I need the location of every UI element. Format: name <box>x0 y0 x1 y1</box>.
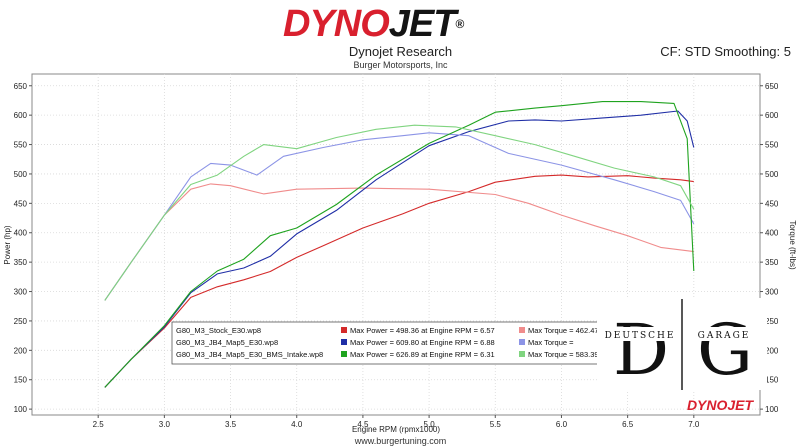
y-tick-label-right: 450 <box>765 199 779 208</box>
y-tick-label-right: 250 <box>765 317 779 326</box>
x-axis-label: Engine RPM (rpmx1000) <box>352 425 440 434</box>
legend-power-3: Max Power = 626.89 at Engine RPM = 6.31 <box>350 350 495 359</box>
sub-company-name: Burger Motorsports, Inc <box>353 60 448 70</box>
x-tick-label: 5.5 <box>490 420 502 429</box>
y-tick-label-left: 650 <box>14 82 28 91</box>
y-tick-label-left: 500 <box>14 170 28 179</box>
y-axis-left-label: Power (hp) <box>3 225 12 264</box>
series-group <box>104 101 695 388</box>
x-tick-label: 3.5 <box>225 420 237 429</box>
series-line-5 <box>104 101 695 388</box>
y-tick-label-left: 400 <box>14 229 28 238</box>
series-line-3 <box>104 110 695 388</box>
y-tick-label-right: 350 <box>765 258 779 267</box>
legend-swatch-torque-1 <box>519 327 525 333</box>
y-tick-label-left: 350 <box>14 258 28 267</box>
series-line-6 <box>104 124 695 301</box>
correction-factor-text: CF: STD Smoothing: 5 <box>660 44 791 59</box>
company-name: Dynojet Research <box>348 44 453 59</box>
legend-swatch-torque-2 <box>519 339 525 345</box>
y-tick-label-left: 450 <box>14 199 28 208</box>
logo-registered-mark: ® <box>455 17 465 31</box>
y-tick-label-right: 400 <box>765 229 779 238</box>
legend-power-1: Max Power = 498.36 at Engine RPM = 6.57 <box>350 326 495 335</box>
x-tick-label: 4.5 <box>357 420 369 429</box>
watermark-letter-left: D <box>613 309 669 391</box>
legend-power-2: Max Power = 609.80 at Engine RPM = 6.88 <box>350 338 495 347</box>
y-tick-label-right: 550 <box>765 141 779 150</box>
y-tick-label-left: 150 <box>14 376 28 385</box>
y-tick-label-right: 100 <box>765 405 779 414</box>
watermark-letter-right: G <box>697 309 753 391</box>
x-tick-label: 7.0 <box>688 420 700 429</box>
y-axis-right-ticks: 100 150 200 250 300 350 400 450 500 550 600 650 <box>760 82 779 414</box>
footer-dynojet-logo: DYNOJET <box>687 397 755 413</box>
footer-logo-text: DYNOJET <box>687 397 755 413</box>
x-tick-label: 6.0 <box>556 420 568 429</box>
x-tick-label: 2.5 <box>93 420 105 429</box>
y-tick-label-left: 200 <box>14 346 28 355</box>
y-axis-right-label: Torque (ft-lbs) <box>788 220 797 270</box>
y-tick-label-right: 500 <box>765 170 779 179</box>
x-tick-label: 5.0 <box>424 420 436 429</box>
y-tick-label-right: 600 <box>765 111 779 120</box>
series-line-2 <box>104 183 694 301</box>
legend-file-3: G80_M3_JB4_Map5_E30_BMS_Intake.wp8 <box>176 350 323 359</box>
y-tick-label-left: 250 <box>14 317 28 326</box>
legend-file-1: G80_M3_Stock_E30.wp8 <box>176 326 261 335</box>
legend-swatch-power-1 <box>341 327 347 333</box>
legend-swatch-torque-3 <box>519 351 525 357</box>
y-axis-left-ticks: 100 150 200 250 300 350 400 450 500 550 600 650 <box>14 82 32 414</box>
legend-swatch-power-2 <box>341 339 347 345</box>
y-tick-label-left: 600 <box>14 111 28 120</box>
x-tick-label: 6.5 <box>622 420 634 429</box>
x-tick-label: 3.0 <box>159 420 171 429</box>
watermark-word-left: DEUTSCHE <box>605 331 676 341</box>
y-tick-label-right: 300 <box>765 288 779 297</box>
deutsche-garage-watermark: D G DEUTSCHE GARAGE <box>597 298 767 391</box>
logo-accent: JET <box>388 3 457 45</box>
y-tick-label-right: 150 <box>765 376 779 385</box>
legend-swatch-power-3 <box>341 351 347 357</box>
dynojet-logo: DYNOJET® <box>283 3 465 45</box>
legend-file-2: G80_M3_JB4_Map5_E30.wp8 <box>176 338 278 347</box>
logo-main: DYNO <box>283 3 390 45</box>
y-tick-label-left: 300 <box>14 288 28 297</box>
y-tick-label-left: 100 <box>14 405 28 414</box>
x-tick-label: 4.0 <box>291 420 303 429</box>
footer-url: www.burgertuning.com <box>354 436 447 446</box>
series-line-4 <box>104 132 695 301</box>
y-tick-label-right: 200 <box>765 346 779 355</box>
y-tick-label-right: 650 <box>765 82 779 91</box>
watermark-word-right: GARAGE <box>698 331 751 341</box>
y-tick-label-left: 550 <box>14 141 28 150</box>
x-axis-ticks: 2.5 3.0 3.5 4.0 4.5 5.0 5.5 6.0 6.5 7.0 <box>93 415 700 429</box>
legend-torque-2: Max Torque = <box>528 338 574 347</box>
series-line-1 <box>104 174 694 388</box>
